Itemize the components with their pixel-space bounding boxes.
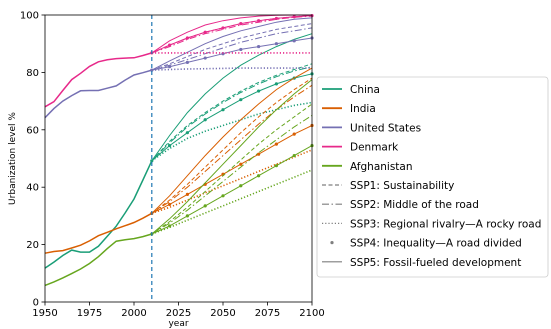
legend-label: SSP1: Sustainability: [350, 180, 454, 192]
india-ssp4-point: [185, 192, 189, 196]
india-ssp1-line: [151, 77, 313, 214]
legend: China India United States Denmark Afghanista…: [316, 76, 549, 278]
x-tick-label: 2000: [121, 308, 146, 319]
plot-lines: [44, 13, 314, 302]
united-states-ssp4-point: [274, 42, 278, 46]
afghanistan-ssp4-point: [257, 174, 261, 178]
legend-label: SSP2: Middle of the road: [350, 199, 479, 211]
legend-label: United States: [350, 122, 421, 134]
denmark-ssp4-point: [168, 43, 172, 47]
afghanistan-ssp4-point: [185, 214, 189, 218]
china-ssp4-point: [221, 108, 225, 112]
china-ssp3-line: [151, 101, 313, 162]
denmark-ssp4-point: [239, 22, 243, 26]
denmark-ssp4-point: [185, 36, 189, 40]
china-ssp4-point: [203, 118, 207, 122]
denmark-historical-line: [44, 52, 153, 108]
india-ssp2-line: [151, 84, 313, 214]
india-ssp4-point: [168, 202, 172, 207]
united-states-ssp3-line: [151, 67, 312, 71]
afghanistan-ssp1-line: [151, 103, 313, 235]
denmark-ssp1-line: [151, 15, 313, 54]
india-ssp4-point: [257, 152, 261, 156]
afghanistan-ssp4-point: [221, 194, 225, 198]
china-ssp4-point: [185, 131, 189, 135]
afghanistan-ssp4-point: [292, 154, 296, 158]
afghanistan-ssp3-line: [151, 169, 313, 235]
x-tick-label: 2100: [299, 308, 324, 319]
x-tick-label: 1975: [77, 308, 102, 319]
axis-ticks: 1950 1975 2000 2025 2050 2075 2100 0 20 40 60 80 100: [20, 11, 325, 320]
united-states-ssp1-line: [151, 23, 313, 71]
united-states-ssp4-point: [185, 60, 189, 64]
legend-box: [316, 76, 549, 278]
india-ssp4-point: [292, 132, 296, 136]
china-ssp2-line: [151, 66, 313, 162]
united-states-ssp4-point: [168, 65, 172, 69]
china-ssp4-point: [168, 143, 172, 148]
denmark-ssp4-point: [203, 30, 207, 34]
china-ssp5-line: [151, 33, 313, 162]
afghanistan-ssp4-point: [203, 204, 207, 208]
united-states-ssp4-point: [239, 47, 243, 52]
legend-label: SSP3: Regional rivalry—A rocky road: [350, 218, 541, 230]
y-tick-label: 60: [26, 125, 39, 136]
afghanistan-ssp4-point: [274, 164, 278, 168]
x-tick-label: 2050: [210, 308, 235, 319]
legend-swatch-ssp4: [330, 241, 334, 245]
y-tick-label: 20: [26, 240, 39, 251]
india-ssp4-line: [151, 125, 313, 214]
y-axis-label: Urbanization level %: [8, 112, 18, 205]
united-states-historical-line: [44, 69, 153, 119]
china-ssp4-point: [257, 89, 261, 93]
china-ssp4-point: [239, 98, 243, 102]
x-tick-label: 1950: [32, 308, 57, 319]
united-states-ssp4-point: [292, 39, 296, 43]
united-states-ssp4-line: [151, 37, 313, 71]
united-states-ssp5-line: [151, 17, 313, 71]
united-states-ssp4-point: [257, 44, 261, 49]
y-tick-label: 80: [26, 68, 39, 79]
legend-label: Afghanistan: [350, 161, 413, 173]
afghanistan-ssp2-line: [151, 114, 313, 235]
x-axis-label: year: [168, 319, 188, 329]
denmark-ssp4-point: [274, 16, 278, 21]
afghanistan-historical-line: [44, 233, 153, 287]
afghanistan-ssp4-line: [151, 145, 313, 235]
china-ssp4-point: [274, 82, 278, 86]
x-tick-label: 2025: [166, 308, 191, 319]
china-ssp1-line: [151, 63, 313, 162]
legend-label: India: [350, 103, 376, 115]
legend-label: Denmark: [350, 142, 399, 154]
y-tick-label: 40: [26, 183, 39, 194]
legend-label: SSP4: Inequality—A road divided: [350, 238, 522, 250]
united-states-ssp4-point: [203, 56, 207, 60]
china-historical-line: [44, 160, 153, 269]
india-historical-line: [44, 212, 153, 254]
afghanistan-ssp4-point: [168, 224, 172, 228]
china-ssp4-line: [151, 73, 313, 162]
united-states-ssp2-line: [151, 27, 313, 71]
y-tick-label: 100: [20, 11, 39, 22]
afghanistan-ssp4-point: [239, 184, 243, 188]
india-ssp4-point: [274, 142, 278, 146]
legend-label: SSP5: Fossil-fueled development: [350, 257, 521, 269]
denmark-ssp4-line: [151, 15, 313, 54]
denmark-ssp4-point: [257, 19, 261, 23]
legend-label: China: [350, 84, 380, 96]
united-states-ssp4-point: [221, 52, 225, 56]
denmark-ssp2-line: [151, 15, 313, 54]
afghanistan-ssp5-line: [151, 79, 313, 235]
denmark-ssp4-point: [221, 26, 225, 30]
india-ssp5-line: [151, 67, 313, 214]
x-tick-label: 2075: [255, 308, 280, 319]
denmark-ssp4-point: [292, 15, 296, 19]
plot-frame: [44, 14, 313, 303]
india-ssp4-point: [239, 162, 243, 166]
y-tick-label: 0: [33, 298, 39, 309]
